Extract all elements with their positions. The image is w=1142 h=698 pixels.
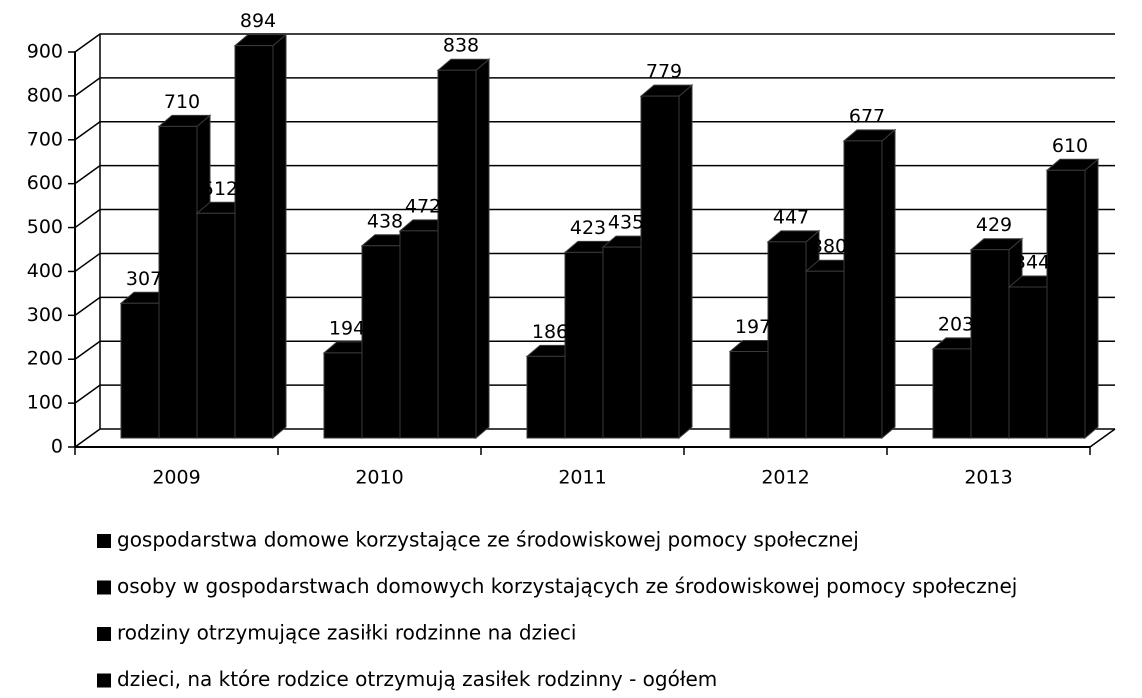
y-tick-label: 700: [27, 128, 63, 150]
value-label: 194: [329, 317, 365, 339]
value-label: 710: [164, 91, 200, 113]
value-label: 894: [240, 10, 276, 32]
bar-front: [640, 95, 680, 439]
legend-swatch: [97, 580, 111, 595]
y-tick-label: 200: [27, 348, 63, 370]
value-label: 447: [773, 206, 809, 228]
y-tick-label: 900: [27, 41, 63, 63]
y-tick-label: 800: [27, 84, 63, 106]
legend-label: osoby w gospodarstwach domowych korzysta…: [117, 574, 1017, 598]
y-tick-label: 400: [27, 260, 63, 282]
value-label: 429: [976, 214, 1012, 236]
bar-front: [196, 212, 236, 439]
legend-label: gospodarstwa domowe korzystające ze środ…: [117, 528, 859, 552]
value-label: 779: [646, 61, 682, 83]
legend-label: dzieci, na które rodzice otrzymują zasił…: [117, 667, 717, 691]
bar-front: [1008, 286, 1048, 439]
bar: [233, 33, 288, 440]
grid-line: [74, 77, 1115, 97]
value-label: 435: [608, 212, 644, 234]
bar-front: [932, 348, 972, 439]
value-label: 423: [570, 217, 606, 239]
bar-side: [881, 128, 896, 440]
value-label: 438: [367, 210, 403, 232]
bar-front: [843, 140, 883, 439]
bar-front: [399, 230, 439, 439]
value-label: 197: [735, 316, 771, 338]
floor-edge: [1089, 428, 1116, 448]
bars: [119, 33, 1100, 440]
bar: [842, 128, 897, 440]
value-label: 472: [405, 195, 441, 217]
bar-front: [361, 245, 401, 439]
y-tick-label: 500: [27, 216, 63, 238]
bar-front: [602, 246, 642, 439]
grid-line: [74, 164, 1115, 185]
grid-line: [74, 208, 1115, 229]
y-tick-label: 100: [27, 392, 63, 414]
value-label: 677: [849, 105, 885, 127]
x-tick-label: 2009: [152, 467, 200, 489]
x-tick-label: 2012: [761, 467, 809, 489]
value-label: 838: [443, 35, 479, 57]
bar-front: [1046, 169, 1086, 439]
labels: 0 100 200 300 400 500 600 700 800 900 2009 2010 2011…: [27, 10, 1088, 691]
bar-front: [729, 351, 769, 439]
bar-front: [158, 125, 198, 439]
bar-front: [120, 302, 160, 439]
bar-side: [1084, 158, 1099, 440]
y-tick-label: 600: [27, 172, 63, 194]
value-label: 344: [1014, 252, 1050, 274]
bar-side: [678, 84, 693, 440]
y-tick-label: 300: [27, 304, 63, 326]
value-label: 186: [532, 321, 568, 343]
value-label: 307: [126, 268, 162, 290]
value-label: 203: [938, 313, 974, 335]
x-tick-label: 2011: [558, 467, 606, 489]
bar-front: [805, 270, 845, 439]
value-label: 380: [811, 236, 847, 258]
bar-side: [272, 33, 287, 440]
bar-front: [234, 45, 274, 439]
legend-swatch: [97, 673, 111, 688]
legend-swatch: [97, 534, 111, 548]
bar: [1045, 158, 1100, 440]
x-tick-label: 2013: [964, 467, 1012, 489]
bar: [436, 58, 491, 440]
x-tick-label: 2010: [355, 467, 403, 489]
bar-side: [475, 58, 490, 440]
bar: [639, 84, 694, 440]
bar-front: [437, 69, 477, 439]
bar-front: [526, 355, 566, 439]
bar-front: [767, 241, 807, 439]
grid-line: [74, 121, 1115, 141]
bar-front: [970, 249, 1010, 439]
value-label: 512: [202, 178, 238, 200]
value-label: 610: [1052, 135, 1088, 157]
legend-label: rodziny otrzymujące zasiłki rodzinne na …: [117, 621, 577, 645]
y-tick-label: 0: [51, 436, 63, 458]
bar-front: [564, 251, 604, 439]
grid-line: [74, 33, 1115, 53]
bar-front: [323, 352, 363, 439]
legend-swatch: [97, 627, 111, 641]
